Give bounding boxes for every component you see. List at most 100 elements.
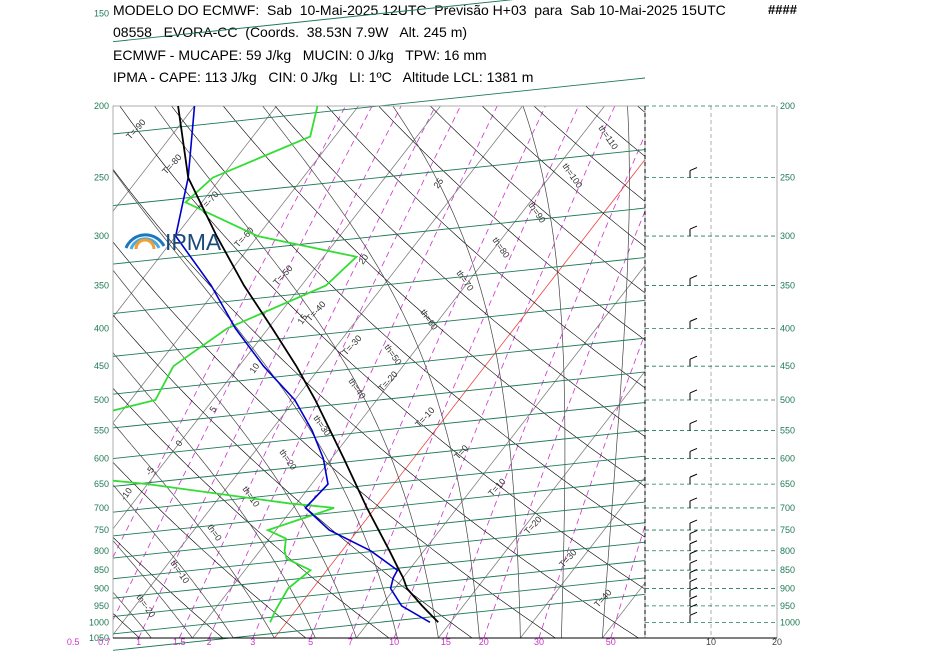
pressure-tick-right: 450 bbox=[780, 361, 795, 371]
pressure-tick-right: 1000 bbox=[780, 617, 800, 627]
pressure-tick-left: 700 bbox=[94, 503, 109, 513]
dry-adiabats bbox=[113, 14, 940, 638]
isotherm bbox=[113, 106, 278, 318]
wind-barb-flag bbox=[689, 275, 698, 279]
axis-ticks: 1502002503003504004505005506006507007508… bbox=[67, 9, 800, 647]
wind-barb-flag bbox=[689, 355, 698, 360]
pressure-tick-right: 250 bbox=[780, 173, 795, 183]
humidity-profile bbox=[113, 106, 359, 623]
isobar bbox=[112, 479, 646, 537]
mixing-ratio-tick: 50 bbox=[606, 637, 616, 647]
pressure-tick-left: 750 bbox=[94, 525, 109, 535]
dry-adiabat bbox=[113, 241, 556, 638]
isotherm bbox=[602, 582, 645, 638]
isotherm bbox=[0, 14, 102, 638]
dry-adiabat bbox=[326, 106, 645, 389]
line-label: th=80 bbox=[490, 235, 511, 259]
pressure-tick-left: 900 bbox=[94, 584, 109, 594]
line-labels: T=-90T=-80T=-70T=-60T=-50T=-40T=-30T=-20… bbox=[118, 117, 620, 619]
isotherm bbox=[438, 370, 645, 638]
pressure-tick-left: 250 bbox=[94, 173, 109, 183]
mixing-ratio-tick: 10 bbox=[389, 637, 399, 647]
mixing-ratio-tick: 1.5 bbox=[173, 637, 186, 647]
mixing-ratio-lines bbox=[113, 106, 645, 638]
mixing-ratio-tick: 0.7 bbox=[98, 637, 111, 647]
wind-barb-flag bbox=[689, 578, 698, 583]
isobar bbox=[112, 0, 514, 43]
isobar bbox=[112, 430, 646, 487]
mixing-ratio-line bbox=[350, 106, 579, 638]
isotherm bbox=[0, 14, 20, 638]
isotherms bbox=[0, 14, 940, 638]
dry-adiabat bbox=[481, 106, 645, 248]
mixing-ratio-line bbox=[538, 332, 645, 638]
temperature-profile bbox=[177, 106, 439, 623]
dry-adiabat bbox=[637, 106, 645, 113]
dry-adiabat bbox=[429, 106, 645, 294]
dry-adiabat bbox=[274, 106, 645, 438]
isobar bbox=[112, 541, 646, 599]
line-label: T=-90 bbox=[124, 117, 148, 141]
mixing-ratio-line bbox=[113, 106, 346, 559]
isobar bbox=[112, 577, 646, 635]
pressure-tick-left: 1000 bbox=[89, 617, 109, 627]
line-label: th=0 bbox=[205, 522, 223, 542]
moist-adiabat bbox=[602, 106, 630, 638]
dewpoint-profile bbox=[174, 106, 431, 623]
mixing-ratio-line bbox=[310, 106, 546, 638]
isobar bbox=[112, 522, 646, 580]
moist-adiabat bbox=[113, 422, 275, 638]
line-label: 15 bbox=[295, 312, 309, 326]
line-label: T=20 bbox=[522, 514, 543, 536]
isobar bbox=[112, 149, 646, 207]
pressure-tick-left: 950 bbox=[94, 601, 109, 611]
pressure-tick-left: 800 bbox=[94, 546, 109, 556]
wind-speed-tick: 20 bbox=[772, 637, 782, 647]
dry-adiabat bbox=[679, 14, 940, 638]
ipma-logo: IPMA bbox=[124, 229, 222, 255]
moist-adiabat bbox=[113, 591, 152, 638]
header-title: MODELO DO ECMWF: Sab 10-Mai-2025 12UTC P… bbox=[113, 2, 726, 18]
wind-barb-flag bbox=[689, 317, 698, 322]
moist-adiabat bbox=[113, 169, 398, 638]
pressure-tick-right: 700 bbox=[780, 503, 795, 513]
wind-barb-flag bbox=[689, 497, 698, 502]
mixing-ratio-tick: 2 bbox=[207, 637, 212, 647]
line-label: T=30 bbox=[557, 547, 578, 569]
wind-barb-flag bbox=[689, 559, 698, 564]
wind-barb-flag bbox=[689, 420, 698, 425]
profiles bbox=[113, 106, 439, 623]
dry-adiabat bbox=[171, 106, 645, 538]
dry-adiabat bbox=[113, 461, 306, 638]
pressure-tick-right: 750 bbox=[780, 525, 795, 535]
station-info: 08558 EVORA-CC (Coords. 38.53N 7.9W Alt.… bbox=[113, 24, 468, 40]
pressure-tick-left: 500 bbox=[94, 395, 109, 405]
pressure-tick-right: 350 bbox=[780, 281, 795, 291]
isobar bbox=[112, 402, 646, 459]
wind-barb-flag bbox=[689, 586, 698, 591]
frame bbox=[112, 105, 778, 639]
moist-adiabat bbox=[262, 106, 480, 638]
moist-adiabats bbox=[113, 106, 630, 638]
moist-adiabat bbox=[113, 269, 357, 638]
pressure-tick-right: 300 bbox=[780, 231, 795, 241]
line-label: -10 bbox=[118, 486, 134, 502]
wind-barb-flag bbox=[689, 595, 698, 600]
mixing-ratio-tick: 20 bbox=[479, 637, 489, 647]
dry-adiabat bbox=[113, 314, 473, 638]
pressure-tick-left: 350 bbox=[94, 281, 109, 291]
wind-barb-flag bbox=[689, 550, 698, 555]
isotherm bbox=[192, 106, 606, 638]
line-label: th=-10 bbox=[168, 558, 191, 585]
pressure-tick-left: 600 bbox=[94, 453, 109, 463]
line-label: 5 bbox=[207, 404, 218, 414]
moist-adiabat bbox=[113, 352, 316, 638]
line-label: th=20 bbox=[277, 447, 298, 471]
wind-barb-flag bbox=[689, 225, 698, 230]
mixing-ratio-line bbox=[445, 133, 645, 638]
mixing-ratio-tick: 0.5 bbox=[67, 637, 80, 647]
isobar bbox=[112, 299, 646, 357]
moist-adiabat bbox=[113, 540, 193, 638]
pressure-tick-left: 400 bbox=[94, 323, 109, 333]
isotherm bbox=[684, 14, 940, 638]
